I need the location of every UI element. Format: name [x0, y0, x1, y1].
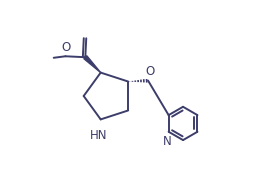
Polygon shape	[84, 56, 101, 73]
Text: O: O	[61, 41, 71, 54]
Text: N: N	[163, 135, 172, 148]
Text: HN: HN	[90, 129, 107, 142]
Text: O: O	[145, 65, 154, 78]
